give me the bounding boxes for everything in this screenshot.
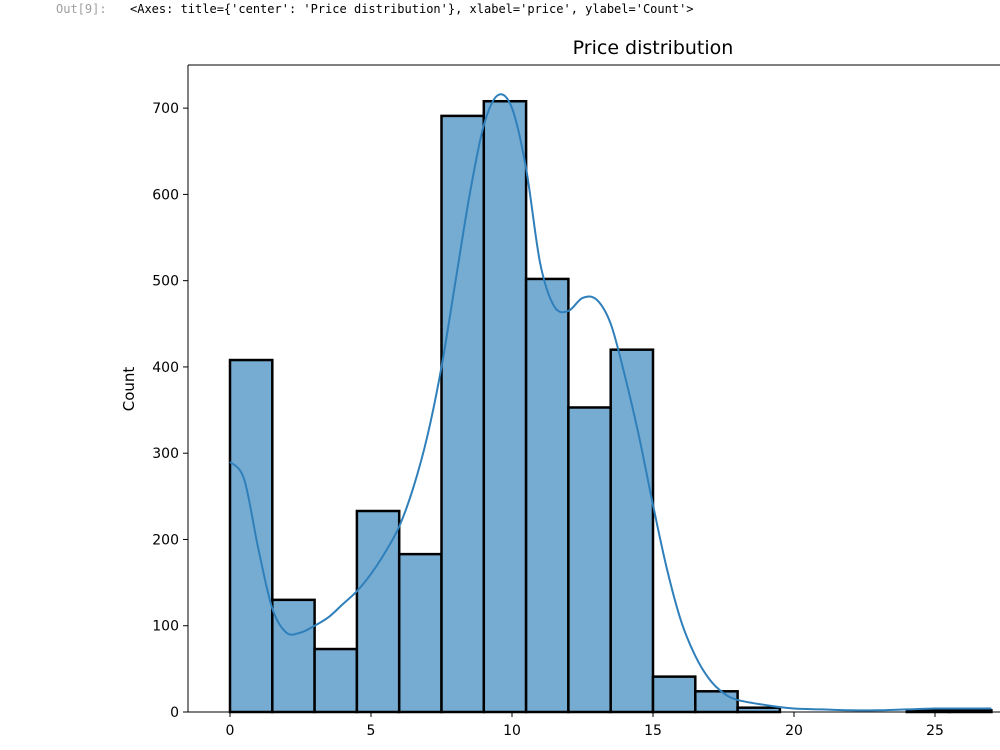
x-tick-label: 25 bbox=[926, 723, 944, 739]
histogram-bar bbox=[397, 552, 443, 714]
histogram-bar bbox=[355, 509, 401, 714]
histogram-bar bbox=[271, 598, 316, 714]
y-axis-label: Count bbox=[120, 367, 138, 412]
histogram-bar bbox=[567, 406, 612, 714]
y-tick-label: 600 bbox=[152, 187, 179, 203]
x-tick-label: 0 bbox=[226, 723, 235, 739]
axes: 0 100 200 300 400 500 600 700 0 5 10 15 20 25 bbox=[152, 64, 1000, 739]
histogram-bar bbox=[736, 706, 782, 714]
y-tick-label: 300 bbox=[152, 446, 179, 462]
histogram-bar bbox=[440, 114, 486, 714]
chart-title: Price distribution bbox=[573, 37, 734, 59]
histogram-bar bbox=[228, 358, 274, 714]
y-tick-label: 0 bbox=[170, 705, 179, 721]
histogram-bars bbox=[228, 99, 993, 714]
kde-line bbox=[229, 93, 992, 712]
histogram-bar bbox=[313, 647, 359, 714]
output-repr-text: <Axes: title={'center': 'Price distribut… bbox=[130, 2, 694, 16]
cell-output-line: Out[9]: <Axes: title={'center': 'Price d… bbox=[0, 0, 1000, 18]
x-tick-label: 15 bbox=[644, 723, 662, 739]
y-tick-label: 700 bbox=[152, 101, 179, 117]
y-tick-label: 200 bbox=[152, 532, 179, 548]
y-tick-label: 500 bbox=[152, 274, 179, 290]
histogram-bar bbox=[524, 277, 570, 714]
y-tick-label: 400 bbox=[152, 360, 179, 376]
histogram-bar bbox=[482, 99, 528, 714]
x-tick-label: 20 bbox=[785, 723, 803, 739]
output-prompt: Out[9]: bbox=[56, 2, 107, 16]
y-tick-label: 100 bbox=[152, 619, 179, 635]
x-tick-label: 10 bbox=[503, 723, 521, 739]
histogram-bar bbox=[651, 675, 697, 714]
x-tick-label: 5 bbox=[367, 723, 376, 739]
histogram-bar bbox=[694, 690, 739, 714]
